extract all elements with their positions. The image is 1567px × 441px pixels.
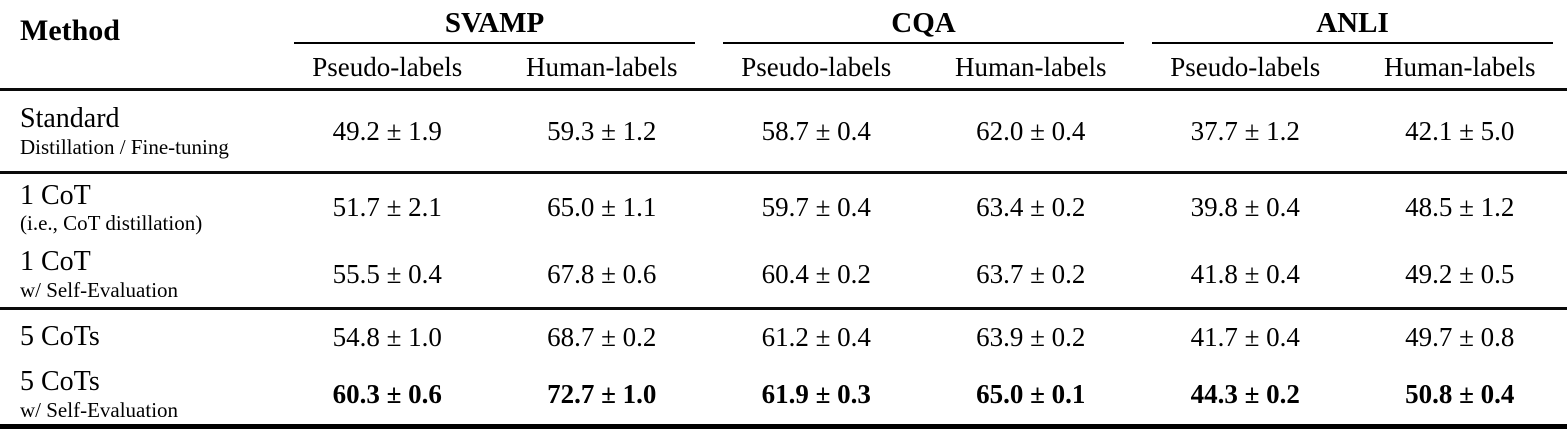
subheader-anli-pseudo-labels: Pseudo-labels — [1170, 51, 1321, 82]
group-rule-cqa — [723, 42, 1124, 44]
group-anli: ANLI Pseudo-labels Human-labels — [1138, 0, 1567, 88]
table-row-1cot-self-evaluation: 1 CoT w/ Self-Evaluation 55.5 ± 0.4 67.8… — [0, 241, 1567, 307]
method-subtitle: Distillation / Fine-tuning — [20, 134, 229, 159]
cell-svamp-pseudo: 54.8 ± 1.0 — [332, 321, 442, 352]
section-rule-2 — [0, 307, 1567, 310]
method-name: 5 CoTs — [20, 366, 100, 398]
group-rule-svamp — [294, 42, 695, 44]
table-row-standard: Standard Distillation / Fine-tuning 49.2… — [0, 91, 1567, 171]
method-name: Standard — [20, 103, 120, 135]
cell-svamp-pseudo: 49.2 ± 1.9 — [332, 115, 442, 146]
cell-anli-pseudo: 44.3 ± 0.2 — [1190, 378, 1300, 409]
cell-cqa-human: 63.9 ± 0.2 — [976, 321, 1086, 352]
group-rule-anli — [1152, 42, 1553, 44]
cell-svamp-human: 59.3 ± 1.2 — [547, 115, 657, 146]
subheader-cqa-pseudo-labels: Pseudo-labels — [741, 51, 892, 82]
cell-cqa-pseudo: 59.7 ± 0.4 — [761, 192, 871, 222]
header-rule — [0, 88, 1567, 91]
cell-anli-human: 48.5 ± 1.2 — [1405, 192, 1515, 222]
method-name: 1 CoT — [20, 179, 91, 211]
cell-cqa-human: 62.0 ± 0.4 — [976, 115, 1086, 146]
dataset-group-headers: SVAMP Pseudo-labels Human-labels CQA Pse… — [280, 0, 1567, 88]
group-label-svamp: SVAMP — [444, 6, 545, 39]
subheader-svamp-human-labels: Human-labels — [526, 51, 678, 82]
cell-cqa-pseudo: 61.9 ± 0.3 — [761, 378, 871, 409]
method-column-header: Method — [20, 14, 120, 47]
cell-cqa-pseudo: 58.7 ± 0.4 — [761, 115, 871, 146]
cell-anli-pseudo: 39.8 ± 0.4 — [1190, 192, 1300, 222]
subheader-anli-human-labels: Human-labels — [1384, 51, 1536, 82]
cell-svamp-human: 72.7 ± 1.0 — [547, 378, 657, 409]
table-row-1cot-distillation: 1 CoT (i.e., CoT distillation) 51.7 ± 2.… — [0, 174, 1567, 241]
cell-anli-human: 50.8 ± 0.4 — [1405, 378, 1515, 409]
cell-anli-pseudo: 41.8 ± 0.4 — [1190, 258, 1300, 289]
group-svamp: SVAMP Pseudo-labels Human-labels — [280, 0, 709, 88]
method-subtitle: (i.e., CoT distillation) — [20, 211, 203, 236]
cell-svamp-pseudo: 51.7 ± 2.1 — [332, 192, 442, 222]
cell-anli-human: 42.1 ± 5.0 — [1405, 115, 1515, 146]
cell-svamp-human: 68.7 ± 0.2 — [547, 321, 657, 352]
table-header: Method SVAMP Pseudo-labels Human-labels … — [0, 0, 1567, 88]
group-label-cqa: CQA — [891, 6, 956, 39]
section-rule-1 — [0, 171, 1567, 174]
group-cqa: CQA Pseudo-labels Human-labels — [709, 0, 1138, 88]
method-name: 1 CoT — [20, 246, 91, 278]
bottom-rule — [0, 424, 1567, 429]
subheader-svamp-pseudo-labels: Pseudo-labels — [312, 51, 463, 82]
cell-anli-human: 49.7 ± 0.8 — [1405, 321, 1515, 352]
cell-cqa-human: 65.0 ± 0.1 — [976, 378, 1086, 409]
cell-svamp-human: 67.8 ± 0.6 — [547, 258, 657, 289]
group-label-anli: ANLI — [1316, 6, 1389, 39]
cell-svamp-pseudo: 60.3 ± 0.6 — [332, 378, 442, 409]
cell-svamp-human: 65.0 ± 1.1 — [547, 192, 657, 222]
cell-cqa-human: 63.7 ± 0.2 — [976, 258, 1086, 289]
method-column-header-cell: Method — [0, 0, 280, 88]
method-subtitle: w/ Self-Evaluation — [20, 397, 179, 422]
method-subtitle: w/ Self-Evaluation — [20, 277, 179, 302]
cell-anli-pseudo: 37.7 ± 1.2 — [1190, 115, 1300, 146]
cell-svamp-pseudo: 55.5 ± 0.4 — [332, 258, 442, 289]
method-name: 5 CoTs — [20, 321, 100, 353]
cell-anli-human: 49.2 ± 0.5 — [1405, 258, 1515, 289]
table-row-5cots-self-evaluation: 5 CoTs w/ Self-Evaluation 60.3 ± 0.6 72.… — [0, 364, 1567, 424]
cell-anli-pseudo: 41.7 ± 0.4 — [1190, 321, 1300, 352]
cell-cqa-human: 63.4 ± 0.2 — [976, 192, 1086, 222]
cell-cqa-pseudo: 60.4 ± 0.2 — [761, 258, 871, 289]
subheader-cqa-human-labels: Human-labels — [955, 51, 1107, 82]
table-row-5cots: 5 CoTs 54.8 ± 1.0 68.7 ± 0.2 61.2 ± 0.4 … — [0, 310, 1567, 364]
cell-cqa-pseudo: 61.2 ± 0.4 — [761, 321, 871, 352]
